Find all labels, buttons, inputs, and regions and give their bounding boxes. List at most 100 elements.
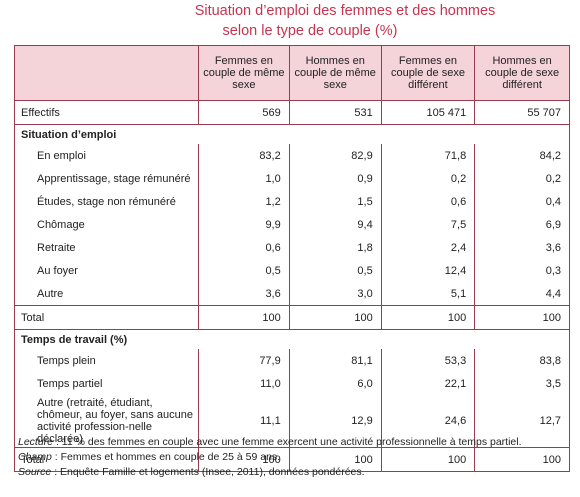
row: Études, stage non rémunéré 1,2 1,5 0,6 0,4 bbox=[14, 190, 570, 213]
cell: 3,0 bbox=[288, 282, 382, 306]
column-header: Femmes en couple de sexe différent bbox=[380, 45, 476, 101]
cell: 83,2 bbox=[198, 144, 290, 167]
row-label: Retraite bbox=[14, 236, 199, 259]
column-header: Hommes en couple de même sexe bbox=[288, 45, 382, 101]
title-line: selon le type de couple (%) bbox=[222, 23, 398, 39]
cell: 0,6 bbox=[198, 236, 290, 259]
row-label: Autre (retraité, étudiant, chômeur, au f… bbox=[14, 395, 199, 448]
cell: 9,4 bbox=[288, 213, 382, 236]
row: Autre (retraité, étudiant, chômeur, au f… bbox=[14, 395, 570, 448]
table: Femmes en couple de même sexe Hommes en c… bbox=[14, 45, 570, 472]
row-label: Études, stage non rémunéré bbox=[14, 190, 199, 213]
note: Champ : Femmes et hommes en couple de 25… bbox=[18, 450, 522, 465]
cell: 55 707 bbox=[474, 100, 570, 125]
cell: 100 bbox=[198, 305, 290, 330]
row: Total 100 100 100 100 bbox=[14, 305, 570, 330]
cell: 100 bbox=[288, 305, 382, 330]
row-label: En emploi bbox=[14, 144, 199, 167]
cell: 84,2 bbox=[474, 144, 570, 167]
cell: 82,9 bbox=[288, 144, 382, 167]
row: Temps partiel 11,0 6,0 22,1 3,5 bbox=[14, 372, 570, 395]
note-label: Source bbox=[18, 466, 52, 478]
cell: 12,7 bbox=[474, 395, 570, 448]
cell: 100 bbox=[380, 447, 475, 472]
notes: Lecture : 11 % des femmes en couple avec… bbox=[18, 435, 522, 480]
table-body: Effectifs 569 531 105 471 55 707 Situation d’… bbox=[14, 100, 570, 472]
cell: 11,0 bbox=[198, 372, 290, 395]
cell: 1,5 bbox=[288, 190, 382, 213]
cell: 0,5 bbox=[288, 259, 382, 282]
note-label: Champ bbox=[18, 451, 52, 463]
cell: 4,4 bbox=[474, 282, 570, 306]
row: Retraite 0,6 1,8 2,4 3,6 bbox=[14, 236, 570, 259]
cell: 81,1 bbox=[288, 349, 382, 372]
cell: 3,6 bbox=[198, 282, 290, 306]
cell: 0,5 bbox=[198, 259, 290, 282]
cell: 5,1 bbox=[380, 282, 475, 306]
cell: 7,5 bbox=[380, 213, 475, 236]
title: Situation d’emploi des femmes et des hom… bbox=[0, 1, 580, 41]
row: Chômage 9,9 9,4 7,5 6,9 bbox=[14, 213, 570, 236]
column-header: Hommes en couple de sexe différent bbox=[474, 45, 570, 101]
cell: 0,6 bbox=[380, 190, 475, 213]
cell: 0,9 bbox=[288, 167, 382, 190]
row: Effectifs 569 531 105 471 55 707 bbox=[14, 100, 570, 125]
row-label: Total bbox=[14, 305, 199, 330]
row-label: Au foyer bbox=[14, 259, 199, 282]
cell: 6,9 bbox=[474, 213, 570, 236]
cell: 1,2 bbox=[198, 190, 290, 213]
row: Apprentissage, stage rémunéré 1,0 0,9 0,2 0,… bbox=[14, 167, 570, 190]
row: Au foyer 0,5 0,5 12,4 0,3 bbox=[14, 259, 570, 282]
cell: 12,9 bbox=[288, 395, 382, 448]
header-row: Femmes en couple de même sexe Hommes en c… bbox=[14, 45, 570, 101]
row-label: Temps plein bbox=[14, 349, 199, 372]
row-label: Chômage bbox=[14, 213, 199, 236]
cell: 2,4 bbox=[380, 236, 475, 259]
cell: 100 bbox=[288, 447, 382, 472]
cell: 1,0 bbox=[198, 167, 290, 190]
cell: 6,0 bbox=[288, 372, 382, 395]
cell: 83,8 bbox=[474, 349, 570, 372]
row-label: Apprentissage, stage rémunéré bbox=[14, 167, 199, 190]
cell: 105 471 bbox=[380, 100, 475, 125]
cell: 100 bbox=[198, 447, 290, 472]
row-label: Temps partiel bbox=[14, 372, 199, 395]
note-text: : Enquête Famille et logements (Insee, 2… bbox=[54, 466, 365, 478]
cell: 100 bbox=[474, 305, 570, 330]
cell: 11,1 bbox=[198, 395, 290, 448]
cell: 3,6 bbox=[474, 236, 570, 259]
cell: 0,2 bbox=[380, 167, 475, 190]
section-label: Situation d’emploi bbox=[14, 124, 570, 144]
row: Temps plein 77,9 81,1 53,3 83,8 bbox=[14, 349, 570, 372]
section-label: Temps de travail (%) bbox=[14, 329, 570, 349]
cell: 100 bbox=[380, 305, 475, 330]
cell: 100 bbox=[474, 447, 570, 472]
cell: 569 bbox=[198, 100, 290, 125]
cell: 531 bbox=[288, 100, 382, 125]
section-row: Situation d’emploi bbox=[14, 124, 570, 144]
cell: 24,6 bbox=[380, 395, 475, 448]
note-label: Lecture bbox=[18, 436, 54, 448]
row-label: Total bbox=[14, 447, 199, 472]
cell: 0,2 bbox=[474, 167, 570, 190]
row-label: Effectifs bbox=[14, 100, 199, 125]
title-line: Situation d’emploi des femmes et des hom… bbox=[194, 3, 496, 19]
cell: 0,3 bbox=[474, 259, 570, 282]
cell: 77,9 bbox=[198, 349, 290, 372]
cell: 3,5 bbox=[474, 372, 570, 395]
cell: 22,1 bbox=[380, 372, 475, 395]
section-row: Temps de travail (%) bbox=[14, 329, 570, 349]
column-header: Femmes en couple de même sexe bbox=[198, 45, 290, 101]
note-text: : 11 % des femmes en couple avec une fem… bbox=[55, 436, 522, 448]
corner bbox=[14, 45, 199, 101]
row: En emploi 83,2 82,9 71,8 84,2 bbox=[14, 144, 570, 167]
note-text: : Femmes et hommes en couple de 25 à 59 … bbox=[54, 451, 281, 463]
cell: 9,9 bbox=[198, 213, 290, 236]
note: Lecture : 11 % des femmes en couple avec… bbox=[18, 435, 522, 450]
cell: 53,3 bbox=[380, 349, 475, 372]
cell: 0,4 bbox=[474, 190, 570, 213]
row: Autre 3,6 3,0 5,1 4,4 bbox=[14, 282, 570, 306]
note: Source : Enquête Famille et logements (I… bbox=[18, 465, 522, 480]
cell: 1,8 bbox=[288, 236, 382, 259]
